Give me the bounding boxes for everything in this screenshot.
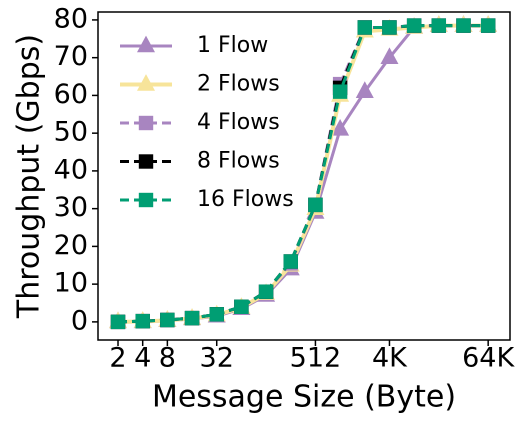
marker xyxy=(380,47,399,64)
marker xyxy=(357,20,372,35)
marker xyxy=(283,254,298,269)
y-tick-label: 60 xyxy=(54,79,88,110)
marker xyxy=(138,115,154,131)
marker xyxy=(331,119,350,136)
marker xyxy=(406,18,422,33)
legend-label: 2 Flows xyxy=(197,72,280,97)
legend-label: 8 Flows xyxy=(197,149,280,174)
y-tick-label: 80 xyxy=(54,3,88,34)
y-axis-label: Throughput (Gbps) xyxy=(12,34,47,319)
marker xyxy=(137,35,155,53)
marker xyxy=(110,314,126,330)
marker xyxy=(355,81,374,98)
x-tick-label: 64K xyxy=(462,343,515,374)
x-tick-label: 4K xyxy=(372,343,408,374)
marker xyxy=(135,313,150,329)
marker xyxy=(431,18,447,33)
marker xyxy=(308,197,323,213)
marker xyxy=(209,307,224,322)
x-tick-label: 512 xyxy=(290,343,342,374)
y-tick-label: 30 xyxy=(54,192,88,223)
y-tick-label: 10 xyxy=(54,268,88,299)
x-tick-label: 8 xyxy=(159,343,176,374)
y-tick-label: 50 xyxy=(54,117,88,148)
legend-label: 4 Flows xyxy=(197,110,280,135)
y-tick-label: 0 xyxy=(71,305,88,336)
marker xyxy=(456,18,471,33)
x-axis-label: Message Size (Byte) xyxy=(152,380,456,415)
x-tick-label: 2 xyxy=(109,343,126,374)
marker xyxy=(382,20,397,35)
legend-label: 16 Flows xyxy=(197,187,294,212)
marker xyxy=(160,312,175,328)
series-line xyxy=(117,24,489,324)
marker xyxy=(258,284,274,299)
marker xyxy=(138,154,154,169)
marker xyxy=(138,192,154,208)
plot-frame xyxy=(97,11,511,341)
series-line xyxy=(117,24,489,324)
marker xyxy=(332,84,348,99)
y-tick-label: 70 xyxy=(54,41,88,72)
series-line xyxy=(117,23,489,324)
marker xyxy=(137,74,155,91)
legend-label: 1 Flow xyxy=(197,33,268,58)
x-tick-label: 4 xyxy=(134,343,151,374)
marker xyxy=(234,299,249,314)
marker xyxy=(184,310,200,326)
series-line xyxy=(118,24,489,324)
marker xyxy=(480,18,496,33)
y-tick-label: 40 xyxy=(54,154,88,185)
y-tick-label: 20 xyxy=(54,230,88,261)
series-line xyxy=(117,24,489,324)
x-tick-label: 32 xyxy=(200,343,234,374)
